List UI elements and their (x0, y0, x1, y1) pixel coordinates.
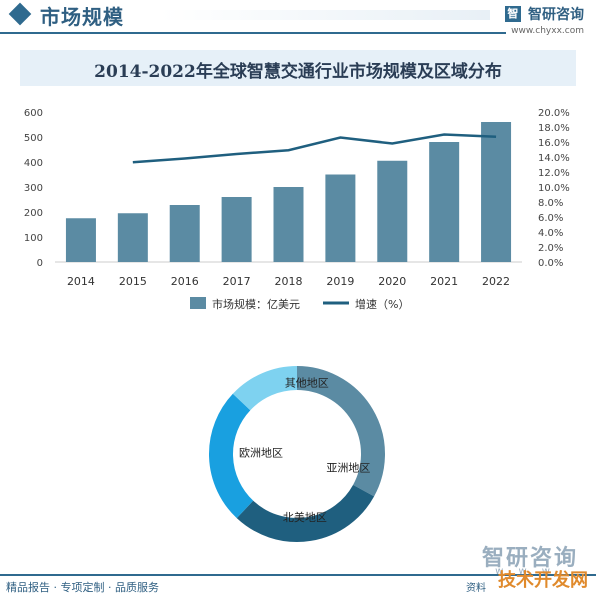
donut-slice (236, 484, 375, 542)
bar (169, 205, 200, 262)
y-axis-left: 0 100 200 300 400 500 600 (24, 108, 43, 269)
legend: 市场规模：亿美元 增速（%） (190, 297, 409, 311)
diamond-icon (8, 2, 32, 26)
y-tick-label: 100 (24, 233, 43, 244)
y2-tick-label: 16.0% (538, 138, 570, 149)
y-tick-label: 500 (24, 133, 43, 144)
donut-label: 欧洲地区 (239, 446, 283, 459)
chart-title-band: 2014-2022年全球智慧交通行业市场规模及区域分布 (20, 50, 576, 86)
y2-tick-label: 6.0% (538, 213, 563, 224)
bar (429, 142, 460, 262)
y2-tick-label: 14.0% (538, 153, 570, 164)
donut-slices (209, 366, 385, 542)
watermark-sub: w w w (495, 566, 556, 577)
bar (273, 187, 304, 262)
x-axis-labels: 2014 2015 2016 2017 2018 2019 2020 2021 2022 (67, 275, 510, 288)
brand-logo-icon: 智 (504, 5, 521, 22)
y-tick-label: 400 (24, 158, 43, 169)
x-tick-label: 2018 (275, 275, 303, 288)
bar (117, 213, 148, 262)
donut-label: 亚洲地区 (326, 461, 370, 474)
x-tick-label: 2016 (171, 275, 199, 288)
bar-series (65, 122, 512, 262)
y2-tick-label: 8.0% (538, 198, 563, 209)
y-tick-label: 200 (24, 208, 43, 219)
y-axis-right: 0.0% 2.0% 4.0% 6.0% 8.0% 10.0% 12.0% 14.0% 16.0%… (538, 108, 570, 269)
combo-chart: 0 100 200 300 400 500 600 0.0% 2.0% 4.0% 6.0% 8.0%… (24, 108, 570, 311)
header-gradient (160, 10, 490, 20)
x-tick-label: 2014 (67, 275, 95, 288)
brand-name: 智研咨询 (528, 6, 584, 23)
bar (481, 122, 512, 262)
y2-tick-label: 2.0% (538, 243, 563, 254)
brand-url: www.chyxx.com (511, 25, 584, 36)
brand: 智 智研咨询 www.chyxx.com (504, 3, 584, 36)
donut-label: 北美地区 (283, 511, 327, 524)
chart-title: 2014-2022年全球智慧交通行业市场规模及区域分布 (94, 62, 502, 82)
bar (325, 174, 356, 262)
footer-right-text: 资料 (466, 583, 486, 594)
header-divider (0, 32, 506, 34)
donut-label: 其他地区 (285, 376, 329, 389)
bar (377, 160, 408, 262)
y2-tick-label: 4.0% (538, 228, 563, 239)
y-tick-label: 600 (24, 108, 43, 119)
y-tick-label: 300 (24, 183, 43, 194)
header: 市场规模 (0, 0, 596, 36)
footer: 精品报告 · 专项定制 · 品质服务 资料 (0, 574, 596, 596)
legend-line-label: 增速（%） (355, 297, 409, 311)
x-tick-label: 2022 (482, 275, 510, 288)
donut-slice (209, 393, 254, 519)
y2-tick-label: 0.0% (538, 258, 563, 269)
footer-divider (0, 574, 596, 576)
watermark-logo: 智研咨询 (481, 546, 578, 571)
y2-tick-label: 18.0% (538, 123, 570, 134)
y-tick-label: 0 (37, 258, 43, 269)
donut-slice (296, 366, 385, 497)
x-tick-label: 2017 (223, 275, 251, 288)
x-tick-label: 2021 (430, 275, 458, 288)
page-title: 市场规模 (40, 5, 124, 29)
bar (65, 218, 96, 262)
x-tick-label: 2015 (119, 275, 147, 288)
growth-line (132, 133, 497, 164)
y2-tick-label: 20.0% (538, 108, 570, 119)
bar (221, 197, 252, 262)
y2-tick-label: 10.0% (538, 183, 570, 194)
site-watermark: 技术开发网 (498, 570, 588, 591)
x-tick-label: 2020 (378, 275, 406, 288)
donut-slice (232, 366, 298, 411)
legend-bar-swatch (190, 297, 206, 309)
footer-text: 精品报告 · 专项定制 · 品质服务 (6, 581, 159, 594)
y2-tick-label: 12.0% (538, 168, 570, 179)
x-tick-label: 2019 (326, 275, 354, 288)
legend-bar-label: 市场规模：亿美元 (212, 297, 300, 311)
